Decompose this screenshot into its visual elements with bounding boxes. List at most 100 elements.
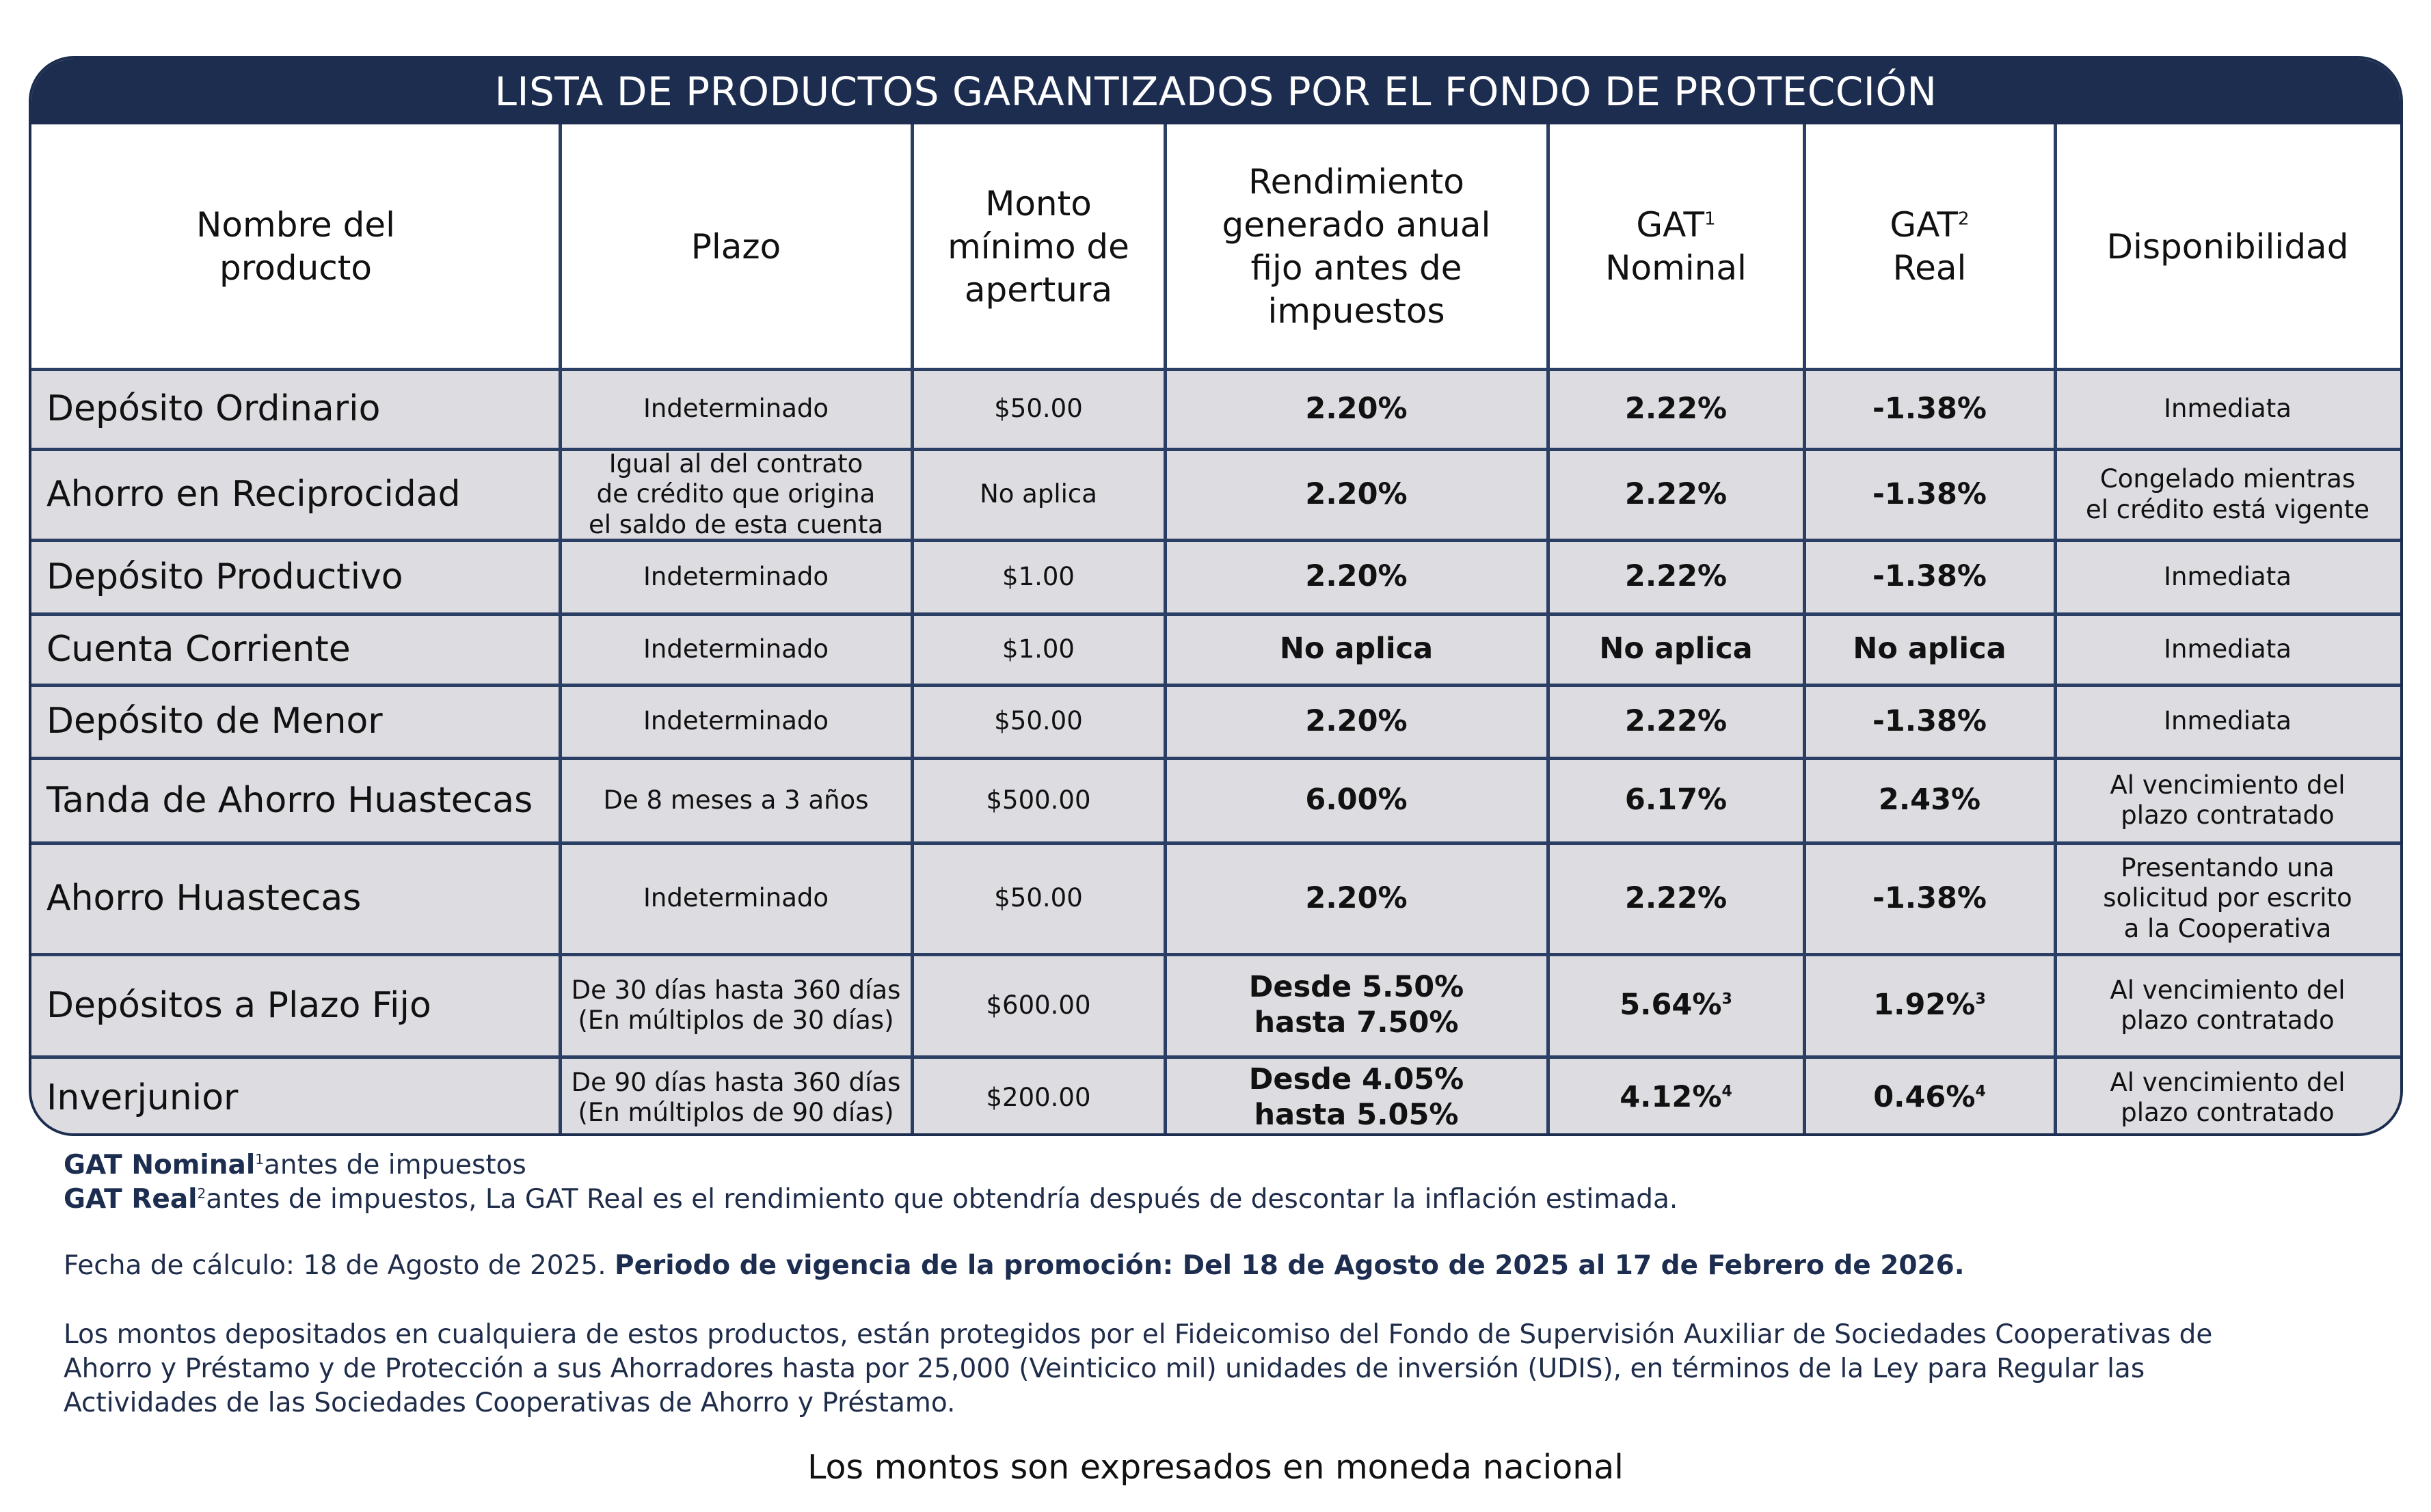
plazo-cell: Indeterminado xyxy=(560,685,912,758)
cell-line: 2.20% xyxy=(1305,559,1408,594)
product-name-text: Depósito de Menor xyxy=(46,701,383,742)
row-divider xyxy=(31,368,2400,371)
cell-line: Igual al del contrato xyxy=(608,448,863,478)
gat-nominal-cell: No aplica xyxy=(1548,614,1804,685)
cell-value: 0.46%4 xyxy=(1873,1080,1986,1116)
gat-real-cell: 0.46%4 xyxy=(1804,1057,2055,1133)
cell-value: 2.22% xyxy=(1625,704,1727,740)
monto-cell: $600.00 xyxy=(912,954,1165,1057)
product-name: Depósito Productivo xyxy=(31,540,560,614)
cell-line: plazo contratado xyxy=(2121,800,2335,830)
monto-cell: $200.00 xyxy=(912,1057,1165,1133)
monto-value: $200.00 xyxy=(986,1082,1091,1112)
cell-line: plazo contratado xyxy=(2121,1098,2335,1127)
note-gat-nominal: GAT Nominal1antes de impuestos xyxy=(64,1150,526,1180)
product-name: Depósitos a Plazo Fijo xyxy=(31,954,560,1057)
footnote-marker: 4 xyxy=(1721,1083,1732,1101)
row-divider xyxy=(31,448,2400,451)
monto-value: $50.00 xyxy=(994,394,1083,424)
cell-line: Inmediata xyxy=(2164,394,2292,424)
rendimiento-cell: Desde 4.05% hasta 5.05% xyxy=(1165,1057,1548,1133)
table-row xyxy=(31,449,2400,540)
monto-cell: $500.00 xyxy=(912,758,1165,843)
gat-real-cell: 1.92%3 xyxy=(1804,954,2055,1057)
disponibilidad-cell: Al vencimiento del plazo contratado xyxy=(2055,758,2400,843)
table-row xyxy=(31,954,2400,1057)
monto-value: $1.00 xyxy=(1002,561,1075,591)
cell-line: solicitud por escrito xyxy=(2103,883,2352,913)
row-divider xyxy=(31,953,2400,956)
disclaimer: Los montos depositados en cualquiera de … xyxy=(64,1319,2213,1418)
gat_nominal-value: 2.22% xyxy=(1624,703,1728,738)
product-name: Depósito de Menor xyxy=(31,685,560,758)
plazo-cell: Indeterminado xyxy=(560,843,912,954)
cell-line: plazo contratado xyxy=(2121,1005,2335,1035)
gat_real-value: -1.38% xyxy=(1872,559,1987,594)
cell-value: No aplica xyxy=(1853,632,2006,667)
column-divider xyxy=(1546,124,1550,1133)
rendimiento-cell: 6.00% xyxy=(1165,758,1548,843)
monto-value: $1.00 xyxy=(1002,634,1075,664)
header-rendimiento: Rendimiento generado anual fijo antes de… xyxy=(1222,162,1491,331)
row-divider xyxy=(31,841,2400,845)
product-name: Ahorro en Reciprocidad xyxy=(31,449,560,540)
cell-line: 2.20% xyxy=(1305,476,1408,511)
column-divider xyxy=(2054,124,2057,1133)
gat-real-cell: No aplica xyxy=(1804,614,2055,685)
rendimiento-cell: 2.20% xyxy=(1165,369,1548,449)
plazo-cell: Indeterminado xyxy=(560,540,912,614)
plazo-cell: De 8 meses a 3 años xyxy=(560,758,912,843)
monto-cell: $50.00 xyxy=(912,369,1165,449)
gat-nominal-cell: 5.64%3 xyxy=(1548,954,1804,1057)
cell-value: -1.38% xyxy=(1872,704,1987,740)
product-name-text: Depósito Productivo xyxy=(46,556,403,597)
note-fechas: Fecha de cálculo: 18 de Agosto de 2025. … xyxy=(64,1250,1965,1281)
gat_real-value: 2.43% xyxy=(1878,783,1981,818)
column-divider xyxy=(1164,124,1167,1133)
monto-cell: $50.00 xyxy=(912,843,1165,954)
plazo-cell: Indeterminado xyxy=(560,369,912,449)
cell-line: 2.20% xyxy=(1305,703,1408,738)
table-row xyxy=(31,685,2400,758)
cell-line: el saldo de esta cuenta xyxy=(588,509,884,539)
gat-nominal-cell: 6.17% xyxy=(1548,758,1804,843)
cell-value: -1.38% xyxy=(1872,477,1987,513)
cell-line: Desde 4.05% xyxy=(1248,1062,1464,1097)
gat_real-value: -1.38% xyxy=(1872,703,1987,738)
header-gat-real: GAT2 Real xyxy=(1890,205,1970,288)
gat-nominal-cell: 2.22% xyxy=(1548,449,1804,540)
cell-line: 2.20% xyxy=(1305,391,1408,426)
cell-value: -1.38% xyxy=(1872,881,1987,917)
monto-value: $50.00 xyxy=(994,883,1083,913)
cell-line: Indeterminado xyxy=(643,634,829,664)
cell-line: Presentando una xyxy=(2121,852,2335,882)
product-name-text: Inverjunior xyxy=(46,1077,239,1118)
product-name: Ahorro Huastecas xyxy=(31,843,560,954)
rendimiento-cell: 2.20% xyxy=(1165,449,1548,540)
column-divider xyxy=(1803,124,1806,1133)
gat-real-cell: -1.38% xyxy=(1804,540,2055,614)
disponibilidad-cell: Al vencimiento del plazo contratado xyxy=(2055,1057,2400,1133)
plazo-cell: De 90 días hasta 360 días (En múltiplos d… xyxy=(560,1057,912,1133)
product-name-text: Depósito Ordinario xyxy=(46,388,381,430)
table-title: LISTA DE PRODUCTOS GARANTIZADOS POR EL F… xyxy=(31,59,2400,124)
cell-line: Inmediata xyxy=(2164,634,2292,664)
rendimiento-cell: No aplica xyxy=(1165,614,1548,685)
disponibilidad-cell: Inmediata xyxy=(2055,685,2400,758)
cell-value: 6.17% xyxy=(1625,783,1727,818)
cell-value: No aplica xyxy=(1599,632,1752,667)
cell-value: 2.22% xyxy=(1625,881,1727,917)
gat-real-cell: -1.38% xyxy=(1804,449,2055,540)
cell-line: 2.20% xyxy=(1305,880,1408,915)
product-name-text: Ahorro Huastecas xyxy=(46,878,362,919)
cell-line: (En múltiplos de 90 días) xyxy=(578,1098,894,1127)
table-row xyxy=(31,1057,2400,1133)
gat-nominal-cell: 2.22% xyxy=(1548,369,1804,449)
plazo-cell: Indeterminado xyxy=(560,614,912,685)
gat-real-cell: -1.38% xyxy=(1804,685,2055,758)
product-name-text: Tanda de Ahorro Huastecas xyxy=(46,779,533,821)
cell-line: Al vencimiento del xyxy=(2110,770,2346,800)
footnote-marker: 4 xyxy=(1975,1083,1986,1101)
cell-value: 1.92%3 xyxy=(1873,988,1986,1023)
product-name: Cuenta Corriente xyxy=(31,614,560,685)
